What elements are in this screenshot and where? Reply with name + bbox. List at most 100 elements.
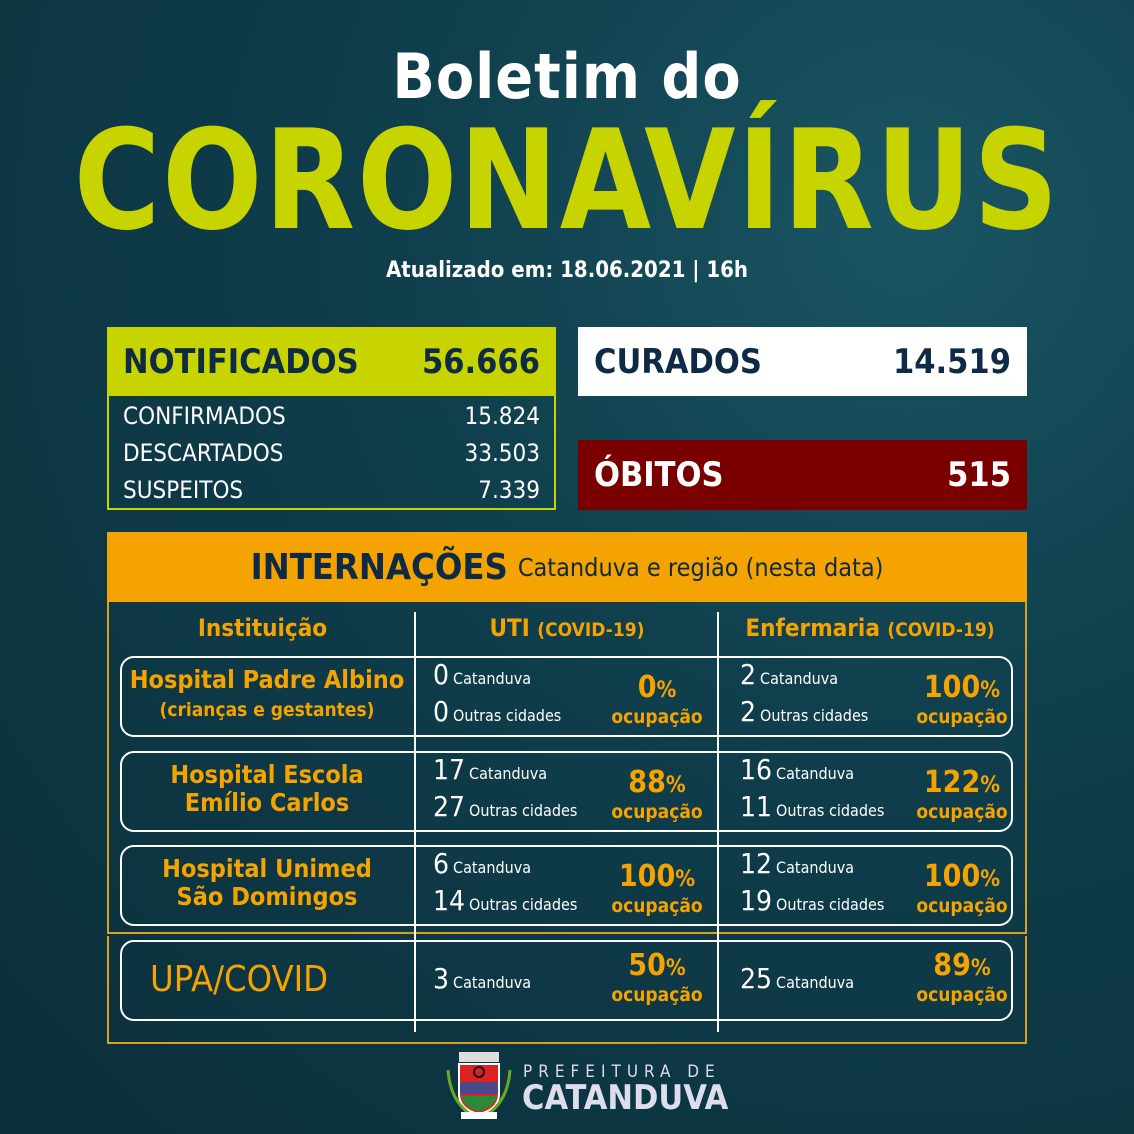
catanduva-crest-logo — [446, 1052, 512, 1119]
notificados-label: NOTIFICADOS — [123, 341, 359, 382]
occupancy-value: 0 — [637, 670, 657, 705]
uti-occupancy: 100% ocupação — [607, 861, 707, 917]
confirmados-row: CONFIRMADOS 15.824 — [123, 398, 540, 435]
enf-occupancy: 100% ocupação — [912, 670, 1012, 728]
occupancy-value: 50 — [628, 948, 666, 983]
column-label: Enfermaria — [745, 614, 880, 642]
count-local-label: Catanduva — [453, 973, 532, 992]
enf-counts: 12 Catanduva 19 Outras cidades — [740, 847, 1030, 921]
institution-name: Hospital Unimed São Domingos — [122, 855, 412, 911]
descartados-row: DESCARTADOS 33.503 — [123, 435, 540, 472]
occupancy-value: 89 — [933, 948, 971, 983]
hospital-row — [120, 751, 1013, 832]
upa-frame — [107, 936, 1027, 1044]
count-other-label: Outras cidades — [760, 706, 869, 725]
uti-counts: 17 Catanduva 27 Outras cidades — [433, 753, 723, 827]
count-local-label: Catanduva — [760, 669, 839, 688]
count-local-label: Catanduva — [453, 858, 532, 877]
count-other-label: Outras cidades — [469, 801, 578, 820]
count-local: 6 — [433, 847, 450, 880]
count-other: 14 — [433, 884, 466, 917]
count-local-label: Catanduva — [776, 973, 855, 992]
occupancy-label: ocupação — [916, 984, 1008, 1006]
enf-occupancy: 100% ocupação — [912, 859, 1012, 917]
internacoes-subtitle: Catanduva e região (nesta data) — [517, 552, 884, 582]
count-local: 2 — [740, 658, 757, 691]
enf-counts: 25 Catanduva — [740, 962, 1030, 999]
occupancy-label: ocupação — [611, 706, 703, 728]
occupancy-label: ocupação — [916, 706, 1008, 728]
count-other-label: Outras cidades — [776, 895, 885, 914]
occupancy-value: 88 — [628, 765, 666, 800]
count-other: 0 — [433, 695, 450, 728]
count-other: 27 — [433, 790, 466, 823]
column-sub: (COVID-19) — [887, 619, 995, 641]
title-line2: CORONAVÍRUS — [73, 100, 1061, 261]
footer-line1: PREFEITURA DE — [523, 1062, 721, 1082]
institution-name-line1: Hospital Escola — [170, 760, 364, 789]
uti-counts: 6 Catanduva 14 Outras cidades — [433, 847, 723, 921]
institution-name: Hospital Escola Emílio Carlos — [122, 761, 412, 817]
count-local: 25 — [740, 962, 773, 995]
obitos-value: 515 — [947, 455, 1011, 495]
count-local: 12 — [740, 847, 773, 880]
occupancy-label: ocupação — [916, 801, 1008, 823]
internacoes-title: INTERNAÇÕES — [250, 546, 508, 588]
count-other: 2 — [740, 695, 757, 728]
column-sub: (COVID-19) — [537, 619, 645, 641]
enf-counts: 16 Catanduva 11 Outras cidades — [740, 753, 1030, 827]
table-frame — [107, 602, 1027, 934]
title-line1: Boletim do — [392, 40, 742, 113]
notificados-value: 56.666 — [421, 341, 540, 382]
row-value: 33.503 — [464, 439, 540, 467]
footer-line2: CATANDUVA — [522, 1078, 729, 1118]
count-other-label: Outras cidades — [776, 801, 885, 820]
enf-counts: 2 Catanduva 2 Outras cidades — [740, 658, 1030, 732]
row-label: CONFIRMADOS — [123, 402, 286, 430]
institution-name-line2: (crianças e gestantes) — [159, 699, 375, 721]
institution-name-line1: Hospital Padre Albino — [129, 665, 405, 694]
occupancy-label: ocupação — [916, 895, 1008, 917]
count-other-label: Outras cidades — [453, 706, 562, 725]
count-local-label: Catanduva — [776, 764, 855, 783]
hospital-row — [120, 656, 1013, 737]
column-divider — [414, 612, 416, 1032]
count-local: 3 — [433, 962, 450, 995]
occupancy-label: ocupação — [611, 984, 703, 1006]
row-label: SUSPEITOS — [123, 476, 244, 504]
occupancy-value: 100 — [923, 670, 981, 705]
notificados-breakdown: CONFIRMADOS 15.824 DESCARTADOS 33.503 SUSP… — [107, 396, 556, 510]
institution-name-line1: Hospital Unimed — [162, 854, 372, 883]
count-other: 11 — [740, 790, 773, 823]
column-header-instituicao: Instituição — [110, 614, 415, 642]
obitos-label: ÓBITOS — [594, 455, 724, 495]
column-label: Instituição — [197, 614, 328, 642]
count-other-label: Outras cidades — [469, 895, 578, 914]
column-header-uti: UTI (COVID-19) — [416, 614, 718, 642]
count-local-label: Catanduva — [776, 858, 855, 877]
enf-occupancy: 122% ocupação — [912, 767, 1012, 823]
count-local-label: Catanduva — [469, 764, 548, 783]
hospital-row — [120, 940, 1013, 1021]
obitos-box: ÓBITOS 515 — [578, 440, 1027, 510]
uti-occupancy: 50% ocupação — [607, 948, 707, 1006]
institution-name: Hospital Padre Albino (crianças e gestant… — [122, 666, 412, 726]
institution-name-line2: São Domingos — [176, 882, 358, 911]
count-local: 17 — [433, 753, 466, 786]
hospital-row — [120, 845, 1013, 926]
column-divider — [717, 612, 719, 1032]
institution-name-line2: Emílio Carlos — [184, 788, 350, 817]
uti-occupancy: 88% ocupação — [607, 765, 707, 823]
uti-occupancy: 0% ocupação — [607, 670, 707, 728]
institution-name: UPA/COVID — [150, 959, 329, 1000]
curados-value: 14.519 — [892, 341, 1011, 382]
occupancy-label: ocupação — [611, 895, 703, 917]
uti-counts: 0 Catanduva 0 Outras cidades — [433, 658, 723, 732]
curados-box: CURADOS 14.519 — [578, 327, 1027, 396]
notificados-header: NOTIFICADOS 56.666 — [107, 327, 556, 396]
column-header-enfermaria: Enfermaria (COVID-19) — [719, 614, 1021, 642]
occupancy-value: 100 — [923, 859, 981, 894]
column-label: UTI — [489, 614, 530, 642]
row-value: 15.824 — [464, 402, 540, 430]
count-other: 19 — [740, 884, 773, 917]
